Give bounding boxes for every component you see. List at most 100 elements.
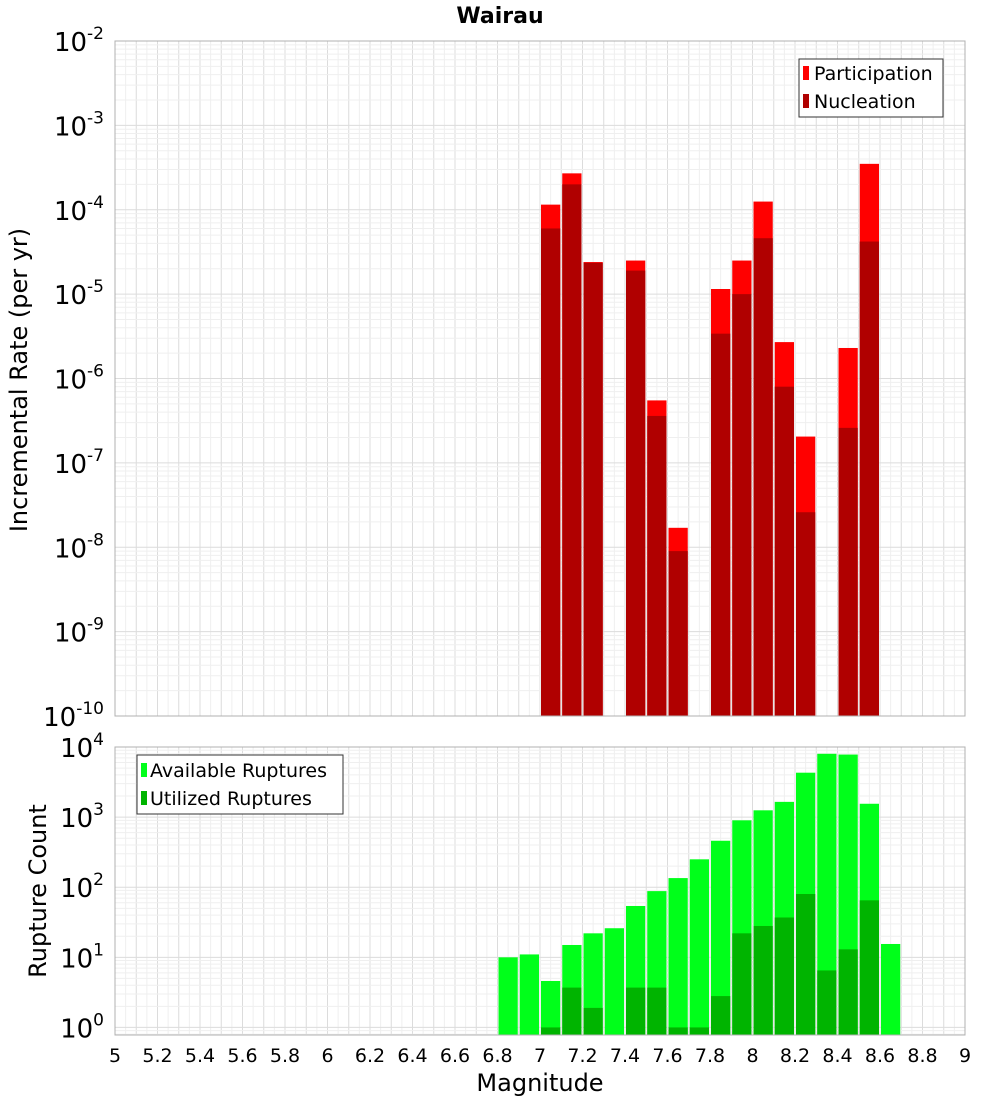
count-0-bar [817, 753, 837, 1035]
x-tick-label: 8.6 [865, 1045, 895, 1067]
x-tick-label: 6.4 [397, 1045, 427, 1067]
y-tick-exponent: 2 [93, 870, 104, 890]
count-1-bar [647, 987, 667, 1035]
x-tick-label: 8 [746, 1045, 758, 1067]
count-1-bar [774, 917, 794, 1035]
count-1-bar [838, 949, 858, 1035]
x-tick-label: 5.8 [270, 1045, 300, 1067]
rate-1-bar [647, 415, 667, 716]
legend-available-label: Available Ruptures [150, 760, 327, 782]
count-0-bar [668, 878, 688, 1035]
x-tick-label: 6.8 [482, 1045, 512, 1067]
count-0-bar [689, 859, 709, 1035]
x-tick-label: 7 [534, 1045, 546, 1067]
count-1-bar [711, 996, 731, 1035]
y-tick-exponent: -8 [87, 530, 104, 550]
rate-1-bar [732, 294, 752, 716]
rate-1-bar [859, 241, 879, 717]
top-legend: Participation Nucleation [798, 58, 944, 118]
y-tick-exponent: -7 [87, 446, 104, 466]
legend-utilized-label: Utilized Ruptures [150, 788, 312, 810]
top-y-tick-label: 10-9 [54, 615, 104, 649]
x-tick-label: 7.6 [652, 1045, 682, 1067]
legend-nucleation-swatch [803, 94, 809, 108]
top-plot-frame [114, 40, 966, 717]
x-tick-label: 8.2 [780, 1045, 810, 1067]
count-0-bar [711, 840, 731, 1035]
rate-1-bar [796, 512, 816, 716]
x-tick-label: 8.8 [907, 1045, 937, 1067]
bottom-legend-box [136, 754, 344, 815]
rate-1-bar [541, 228, 561, 716]
top-y-tick-label: 10-2 [54, 24, 104, 58]
bottom-y-tick-label: 103 [60, 800, 104, 834]
bottom-y-tick-label: 100 [60, 1010, 104, 1044]
top-y-tick-label: 10-4 [54, 193, 104, 227]
y-tick-exponent: 3 [93, 800, 104, 820]
y-tick-exponent: -10 [76, 699, 104, 719]
chart-title: Wairau [456, 4, 543, 29]
count-1-bar [753, 925, 773, 1035]
rate-1-bar [626, 270, 646, 716]
y-tick-exponent: -4 [87, 193, 104, 213]
top-y-tick-label: 10-3 [54, 108, 104, 142]
top-legend-box [798, 58, 944, 118]
y-tick-exponent: -3 [87, 108, 104, 128]
count-1-bar [626, 987, 646, 1035]
top-y-ticks: 10-2 10-3 10-4 10-5 10-6 10-7 10-8 10-9 10-10 [43, 24, 104, 733]
rate-1-bar [838, 427, 858, 716]
y-tick-exponent: -6 [87, 362, 104, 382]
y-tick-exponent: -9 [87, 615, 104, 635]
count-1-bar [732, 933, 752, 1035]
x-tick-label: 5.4 [185, 1045, 215, 1067]
count-0-bar [519, 954, 539, 1035]
bottom-y-axis-label: Rupture Count [24, 804, 52, 978]
count-0-bar [604, 928, 624, 1035]
x-tick-label: 5.2 [142, 1045, 172, 1067]
x-tick-label: 5.6 [227, 1045, 257, 1067]
x-tick-label: 7.2 [567, 1045, 597, 1067]
count-1-bar [859, 900, 879, 1035]
count-0-bar [498, 957, 518, 1035]
rate-1-bar [562, 184, 582, 717]
rate-1-bar [753, 238, 773, 716]
x-tick-label: 6.2 [355, 1045, 385, 1067]
y-tick-exponent: 0 [93, 1010, 104, 1030]
x-tick-label: 7.8 [695, 1045, 725, 1067]
y-tick-exponent: -5 [87, 277, 104, 297]
count-1-bar [541, 1027, 561, 1035]
count-1-bar [689, 1027, 709, 1035]
count-1-bar [668, 1027, 688, 1035]
x-tick-label: 6 [321, 1045, 333, 1067]
count-0-bar [881, 943, 901, 1035]
top-y-tick-label: 10-7 [54, 446, 104, 480]
legend-nucleation-label: Nucleation [814, 91, 916, 113]
rate-1-bar [668, 551, 688, 716]
top-y-tick-label: 10-8 [54, 530, 104, 564]
top-y-tick-label: 10-6 [54, 362, 104, 396]
top-y-tick-label: 10-5 [54, 277, 104, 311]
y-tick-exponent: 4 [93, 730, 104, 750]
count-1-bar [583, 1007, 603, 1035]
x-ticks: 5 5.2 5.4 5.6 5.8 6 6.2 6.4 6.6 6.8 7 7.2 7.4 7.6 7.8 8… [109, 1045, 971, 1067]
rate-1-bar [774, 386, 794, 716]
count-1-bar [796, 894, 816, 1035]
bottom-plot-bars [498, 753, 901, 1035]
top-plot-bars [541, 163, 879, 717]
bottom-legend: Available Ruptures Utilized Ruptures [136, 754, 344, 815]
x-tick-label: 8.4 [822, 1045, 852, 1067]
count-0-bar [541, 980, 561, 1035]
x-tick-label: 5 [109, 1045, 121, 1067]
bottom-y-ticks: 104 103 102 101 100 [60, 730, 104, 1044]
bottom-y-tick-label: 102 [60, 870, 104, 904]
bottom-y-tick-label: 104 [60, 730, 104, 764]
x-tick-label: 7.4 [610, 1045, 640, 1067]
top-y-tick-label: 10-10 [43, 699, 104, 733]
legend-participation-swatch [803, 66, 809, 80]
legend-available-swatch [141, 763, 147, 777]
bottom-y-tick-label: 101 [60, 940, 104, 974]
bottom-plot-frame [114, 746, 966, 1036]
x-axis-label: Magnitude [476, 1069, 603, 1097]
y-tick-exponent: -2 [87, 24, 104, 44]
